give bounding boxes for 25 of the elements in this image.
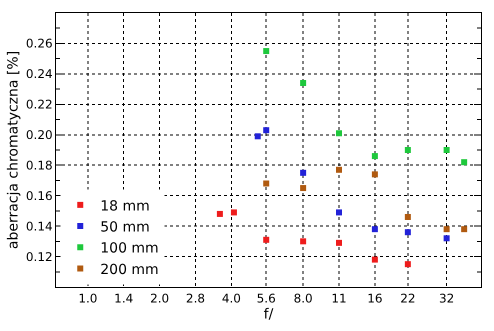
x-tick-label: 4.0 [222,291,241,306]
x-tick-label: 2.0 [150,291,170,306]
legend-label: 50 mm [100,220,150,236]
x-tick-label: 32 [438,291,454,306]
x-tick-label: 1.4 [114,291,134,306]
x-tick-label: 8.0 [294,291,313,306]
x-tick-label: 5.6 [256,291,276,306]
y-tick-label: 0.26 [26,36,53,51]
x-tick-label: 16 [367,291,383,306]
y-axis-title: aberracja chromatyczna [%] [5,50,22,250]
y-tick-label: 0.18 [26,158,53,172]
y-tick-label: 0.20 [26,128,53,142]
y-tick-label: 0.14 [26,219,53,234]
y-tick-label: 0.12 [26,250,53,264]
y-tick-label: 0.24 [26,67,53,82]
y-tick-label: 0.22 [26,98,53,112]
x-tick-label: 1.0 [78,291,98,306]
legend-label: 100 mm [100,240,159,257]
x-tick-label: 2.8 [186,291,206,306]
legend-label: 200 mm [100,262,159,278]
legend-label: 18 mm [100,198,150,214]
x-tick-label: 11 [331,291,347,306]
x-tick-label: 22 [400,291,416,306]
y-tick-label: 0.16 [26,188,53,203]
x-axis-title: f/ [264,306,274,323]
